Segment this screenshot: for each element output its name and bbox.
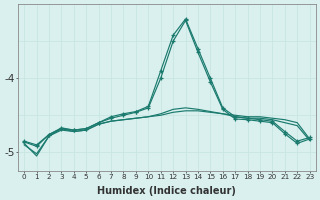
X-axis label: Humidex (Indice chaleur): Humidex (Indice chaleur) [98,186,236,196]
